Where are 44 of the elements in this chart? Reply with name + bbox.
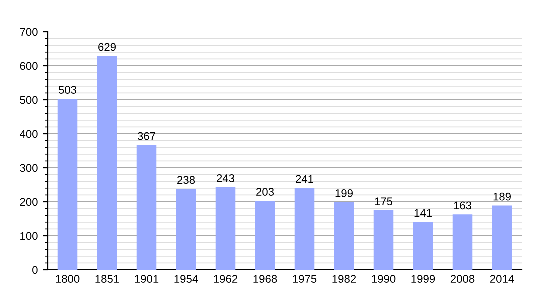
bar [374, 210, 394, 270]
data-label: 199 [336, 190, 353, 198]
x-tick-label: 2008 [450, 275, 475, 284]
bar [216, 187, 236, 270]
x-tick-label: 1851 [96, 275, 120, 284]
data-label: 175 [375, 198, 393, 206]
y-tick-label: 500 [20, 96, 38, 104]
x-tick-label: 1990 [372, 275, 396, 284]
bar [136, 145, 157, 270]
bar [413, 222, 434, 270]
x-tick-label: 1954 [174, 275, 198, 284]
bar [255, 200, 276, 270]
bar [294, 188, 315, 270]
x-tick-label: 1962 [214, 275, 238, 284]
data-label: 241 [296, 175, 314, 183]
data-label: 189 [494, 192, 511, 201]
bar [334, 202, 354, 270]
data-label: 238 [178, 176, 196, 184]
x-tick-label: 1968 [254, 275, 278, 284]
y-tick-label: 300 [20, 164, 38, 172]
data-label: 503 [58, 86, 77, 94]
data-label: 141 [414, 209, 432, 217]
data-label: 243 [217, 174, 235, 182]
bar [97, 56, 118, 270]
y-tick-label: 100 [20, 232, 38, 240]
x-tick-label: 1975 [293, 275, 317, 284]
y-tick-label: 400 [20, 130, 38, 138]
data-label: 163 [454, 202, 472, 210]
x-tick-label: 1982 [332, 275, 356, 284]
bar [176, 189, 196, 270]
y-tick-label: 0 [32, 266, 38, 274]
x-tick-label: 2014 [490, 275, 514, 284]
data-label: 367 [138, 132, 156, 140]
bar [452, 214, 473, 270]
y-tick-label: 600 [20, 62, 38, 70]
y-tick-label: 700 [20, 28, 38, 36]
data-label: 629 [98, 43, 116, 52]
bar [492, 206, 512, 270]
x-tick-label: 1901 [135, 275, 159, 284]
x-tick-label: 1999 [412, 275, 436, 284]
x-tick-label: 1800 [56, 275, 80, 284]
y-tick-label: 200 [20, 198, 38, 206]
data-label: 203 [256, 188, 274, 196]
bar [58, 98, 78, 270]
